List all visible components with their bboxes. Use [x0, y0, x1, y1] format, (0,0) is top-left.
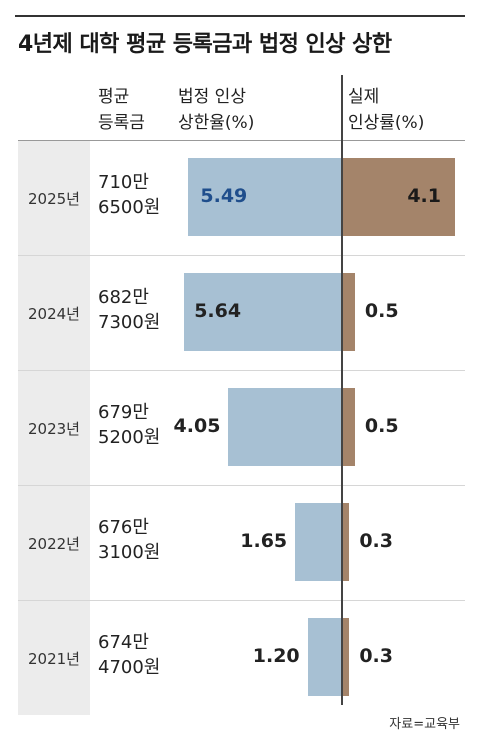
year-label-2022: 2022년	[28, 535, 80, 553]
actual-bar-2024	[341, 273, 355, 351]
cap-value-2022: 1.65	[240, 530, 288, 552]
tuition-2023: 679만 5200원	[98, 400, 160, 450]
tuition-2024: 682만 7300원	[98, 285, 160, 335]
year-label-2023: 2023년	[28, 420, 80, 438]
year-label-2024: 2024년	[28, 305, 80, 323]
top-rule	[15, 15, 465, 17]
chart-title: 4년제 대학 평균 등록금과 법정 인상 상한	[18, 32, 392, 57]
cap-value-2024: 5.64	[194, 300, 242, 322]
cap-bar-2023	[228, 388, 341, 466]
header-cap-line2: 상한율(%)	[178, 113, 255, 133]
tuition-line: 679만	[98, 402, 149, 423]
header-actual: 실제 인상률(%)	[348, 84, 424, 136]
row-separator	[18, 600, 465, 601]
header-tuition-line2: 등록금	[98, 113, 145, 133]
row-separator	[18, 140, 465, 141]
header-cap: 법정 인상 상한율(%)	[178, 84, 254, 136]
tuition-line: 674만	[98, 632, 149, 653]
actual-value-2023: 0.5	[364, 415, 399, 437]
tuition-2022: 676만 3100원	[98, 515, 160, 565]
header-tuition-line1: 평균	[98, 87, 130, 107]
chart-axis-divider	[341, 75, 343, 705]
cap-value-2021: 1.20	[252, 645, 300, 667]
tuition-line: 7300원	[98, 312, 161, 333]
tuition-2021: 674만 4700원	[98, 630, 160, 680]
header-actual-line2: 인상률(%)	[348, 113, 425, 133]
actual-bar-2022	[341, 503, 350, 581]
cap-bar-2025	[188, 158, 341, 236]
tuition-line: 4700원	[98, 657, 161, 678]
cap-value-2023: 4.05	[173, 415, 221, 437]
actual-bar-2021	[341, 618, 350, 696]
cap-bar-2022	[295, 503, 341, 581]
year-band-2021	[18, 600, 90, 715]
cap-bar-2021	[307, 618, 341, 696]
source-note: 자료=교육부	[389, 717, 460, 732]
actual-value-2025: 4.1	[407, 185, 441, 207]
cap-bar-2024	[184, 273, 341, 351]
tuition-line: 6500원	[98, 197, 161, 218]
actual-value-2022: 0.3	[359, 530, 393, 552]
tuition-line: 3100원	[98, 542, 161, 563]
tuition-line: 5200원	[98, 427, 161, 448]
row-separator	[18, 370, 465, 371]
header-actual-line1: 실제	[348, 87, 380, 107]
cap-value-2025: 5.49	[200, 185, 248, 207]
tuition-2025: 710만 6500원	[98, 170, 160, 220]
year-label-2021: 2021년	[28, 650, 80, 668]
actual-value-2024: 0.5	[364, 300, 399, 322]
tuition-line: 682만	[98, 287, 149, 308]
year-band-2023	[18, 370, 90, 485]
actual-value-2021: 0.3	[359, 645, 393, 667]
header-tuition: 평균 등록금	[98, 84, 145, 136]
row-separator	[18, 485, 465, 486]
tuition-line: 676만	[98, 517, 149, 538]
year-band-2024	[18, 255, 90, 370]
year-band-2022	[18, 485, 90, 600]
actual-bar-2023	[341, 388, 355, 466]
year-band-2025	[18, 140, 90, 255]
row-separator	[18, 255, 465, 256]
header-cap-line1: 법정 인상	[178, 87, 246, 107]
actual-bar-2025	[341, 158, 455, 236]
year-label-2025: 2025년	[28, 190, 80, 208]
tuition-line: 710만	[98, 172, 149, 193]
